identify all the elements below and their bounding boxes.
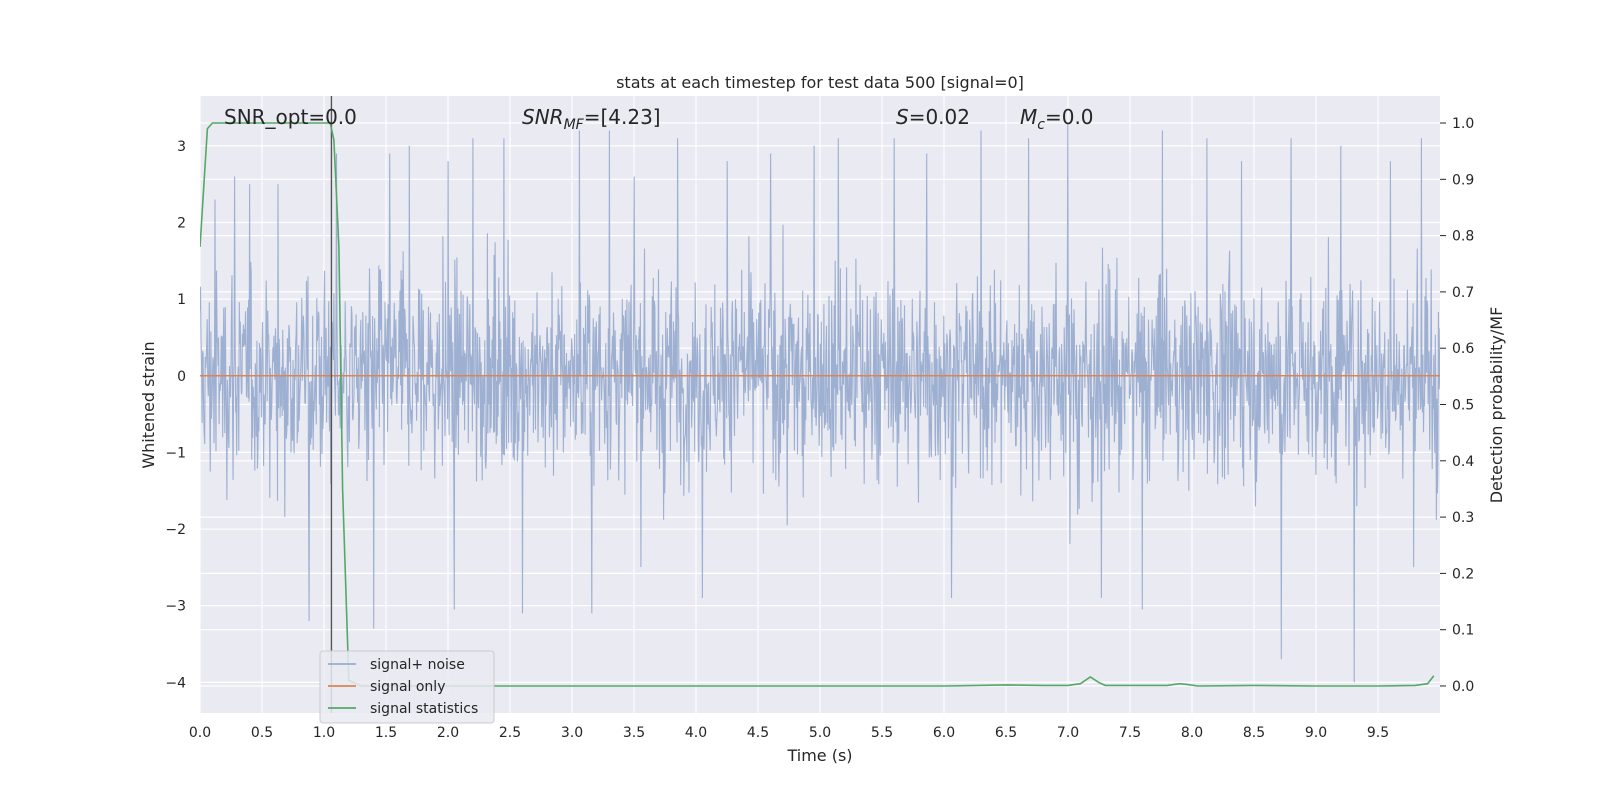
x-tick-label: 1.5 xyxy=(375,725,397,741)
x-tick-label: 8.5 xyxy=(1243,725,1265,741)
annotation-snr-mf: SNRMF=[4.23] xyxy=(522,105,661,133)
x-tick-label: 2.5 xyxy=(499,725,521,741)
y-axis-label: Whitened strain xyxy=(139,341,158,468)
y2-tick-label: 0.8 xyxy=(1452,229,1474,245)
x-tick-label: 5.0 xyxy=(809,725,831,741)
x-tick-label: 0.0 xyxy=(189,725,211,741)
y-tick-label: −1 xyxy=(165,445,186,461)
y-tick-label: 3 xyxy=(177,139,186,155)
y-tick-label: 2 xyxy=(177,215,186,231)
y-tick-labels: 3 2 1 0 −1 −2 −3 −4 xyxy=(165,139,186,692)
x-tick-label: 3.0 xyxy=(561,725,583,741)
signal-noise-series xyxy=(200,122,1440,683)
y2-tick-labels: 1.0 0.9 0.8 0.7 0.6 0.5 0.4 0.3 0.2 0.1 0.0 xyxy=(1440,116,1474,695)
x-tick-label: 3.5 xyxy=(623,725,645,741)
y2-tick-label: 0.0 xyxy=(1452,679,1474,695)
x-tick-label: 7.0 xyxy=(1057,725,1079,741)
y2-axis-label: Detection probability/MF xyxy=(1487,307,1506,504)
x-tick-label: 9.0 xyxy=(1305,725,1327,741)
legend-label-signal-noise: signal+ noise xyxy=(370,657,465,673)
y2-tick-label: 0.1 xyxy=(1452,623,1474,639)
annotation-snr-opt: SNR_opt=0.0 xyxy=(224,105,357,129)
legend-label-signal-statistics: signal statistics xyxy=(370,701,478,717)
y-tick-label: 1 xyxy=(177,292,186,308)
legend: signal+ noise signal only signal statist… xyxy=(319,650,495,724)
grid xyxy=(199,96,1440,713)
x-tick-label: 0.5 xyxy=(251,725,273,741)
y2-tick-label: 0.6 xyxy=(1452,341,1474,357)
x-tick-label: 6.0 xyxy=(933,725,955,741)
x-tick-label: 1.0 xyxy=(313,725,335,741)
x-tick-labels: 0.0 0.5 1.0 1.5 2.0 2.5 3.0 3.5 4.0 4.5 5.0 5.5 6.0 6… xyxy=(189,725,1389,741)
x-axis-label: Time (s) xyxy=(786,746,852,765)
y2-tick-label: 0.5 xyxy=(1452,398,1474,414)
x-tick-label: 7.5 xyxy=(1119,725,1141,741)
x-tick-label: 2.0 xyxy=(437,725,459,741)
y2-tick-label: 0.9 xyxy=(1452,172,1474,188)
annotation-mc: Mc=0.0 xyxy=(1020,105,1094,133)
annotation-s: S=0.02 xyxy=(896,105,970,129)
x-tick-label: 4.0 xyxy=(685,725,707,741)
signal-noise-line xyxy=(200,122,1440,683)
y-tick-label: 0 xyxy=(177,369,186,385)
y2-tick-label: 0.7 xyxy=(1452,285,1474,301)
y-tick-label: −4 xyxy=(165,675,186,691)
signal-statistics-series xyxy=(200,122,1435,687)
y2-tick-label: 0.2 xyxy=(1452,566,1474,582)
legend-label-signal-only: signal only xyxy=(370,679,445,695)
x-tick-label: 5.5 xyxy=(871,725,893,741)
y-tick-label: −2 xyxy=(165,522,186,538)
chart-title: stats at each timestep for test data 500… xyxy=(616,73,1024,92)
x-tick-label: 9.5 xyxy=(1367,725,1389,741)
y2-tick-label: 0.4 xyxy=(1452,454,1474,470)
x-tick-label: 8.0 xyxy=(1181,725,1203,741)
legend-box xyxy=(319,650,495,724)
x-tick-label: 6.5 xyxy=(995,725,1017,741)
x-tick-label: 4.5 xyxy=(747,725,769,741)
signal-statistics-line xyxy=(200,122,1435,687)
y2-tick-label: 1.0 xyxy=(1452,116,1474,132)
y-tick-label: −3 xyxy=(165,599,186,615)
y2-tick-label: 0.3 xyxy=(1452,510,1474,526)
